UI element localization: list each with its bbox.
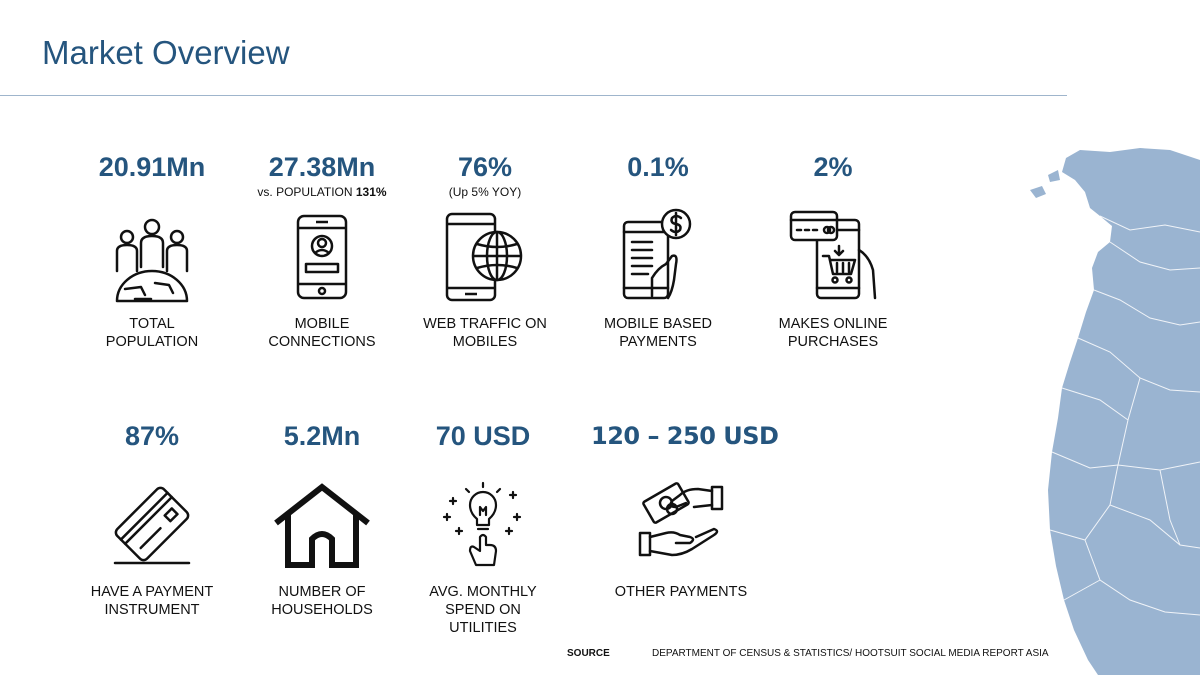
stat-subtext-strong: 131% — [355, 185, 387, 199]
stat-utilities-spend: 70 USD AVG. MONTHLY SPEND ON UTILITIES — [393, 421, 573, 641]
stat-label-line2: PAYMENTS — [619, 334, 697, 350]
stat-value: 27.38Mn — [268, 152, 376, 182]
population-globe-icon — [115, 218, 189, 303]
stat-label-line1: TOTAL — [129, 316, 175, 332]
stat-online-purchases: 2% MAKES ONLINE PURCHASES — [743, 152, 923, 352]
stat-households: 5.2Mn NUMBER OF HOUSEHOLDS — [232, 421, 412, 621]
stat-label-line1: HAVE A PAYMENT — [90, 584, 214, 600]
stat-value: 0.1% — [627, 152, 689, 182]
stat-label-line2: POPULATION — [105, 334, 199, 350]
house-icon — [274, 483, 370, 568]
source-text: DEPARTMENT OF CENSUS & STATISTICS/ HOOTS… — [652, 648, 1049, 659]
stat-web-traffic-mobile: 76% (Up 5% YOY) WEB TRAFFIC ON MOBILES — [395, 152, 575, 352]
online-shopping-cart-icon — [789, 210, 877, 300]
stat-value: 76% — [457, 152, 513, 182]
cash-hand-payment-icon — [638, 482, 724, 557]
stat-value: 120 – 250 USD — [591, 422, 779, 450]
stat-subtext: vs. POPULATION 131% — [232, 185, 412, 199]
stat-mobile-connections: 27.38Mn vs. POPULATION 131% MOBILE CONNE… — [232, 152, 412, 352]
stat-payment-instrument: 87% HAVE A PAYMENT INSTRUMENT — [62, 421, 242, 621]
stat-label-line1: OTHER PAYMENTS — [614, 584, 748, 600]
stat-subtext-prefix: vs. POPULATION — [257, 185, 356, 199]
mobile-payment-dollar-icon — [622, 208, 692, 300]
stat-label-line1: MAKES ONLINE — [778, 316, 888, 332]
payment-card-icon — [113, 486, 191, 565]
utilities-lightbulb-icon — [442, 481, 522, 567]
source-label: SOURCE — [567, 648, 610, 659]
page-title: Market Overview — [42, 34, 290, 71]
stat-label-line2: MOBILES — [452, 334, 518, 350]
stat-label-line2: HOUSEHOLDS — [271, 602, 373, 618]
stat-label-line2: SPEND ON — [445, 602, 521, 618]
stat-label-line2: INSTRUMENT — [104, 602, 200, 618]
stat-label-line3: UTILITIES — [449, 620, 517, 636]
stat-label-line1: AVG. MONTHLY — [429, 584, 537, 600]
stat-total-population: 20.91Mn TOTAL POPULATION — [62, 152, 242, 352]
stat-label-line1: NUMBER OF — [278, 584, 366, 600]
stat-label-line2: PURCHASES — [787, 334, 879, 350]
stat-value: 70 USD — [435, 421, 531, 451]
stat-value: 87% — [124, 421, 180, 451]
stat-label-line1: MOBILE — [294, 316, 350, 332]
stat-label-line1: MOBILE BASED — [604, 316, 712, 332]
stat-label-line2: CONNECTIONS — [268, 334, 376, 350]
title-divider — [0, 95, 1067, 96]
stat-other-payments: 120 – 250 USD OTHER PAYMENTS — [591, 421, 779, 621]
stat-mobile-payments: 0.1% MOBILE BASED PAYMENTS — [568, 152, 748, 352]
stat-value: 2% — [813, 152, 853, 182]
stat-label-line1: WEB TRAFFIC ON — [423, 316, 547, 332]
stat-value: 20.91Mn — [98, 152, 206, 182]
mobile-web-globe-icon — [445, 212, 523, 302]
stat-value: 5.2Mn — [283, 421, 361, 451]
stat-subtext: (Up 5% YOY) — [448, 185, 522, 199]
mobile-phone-user-icon — [296, 214, 348, 300]
